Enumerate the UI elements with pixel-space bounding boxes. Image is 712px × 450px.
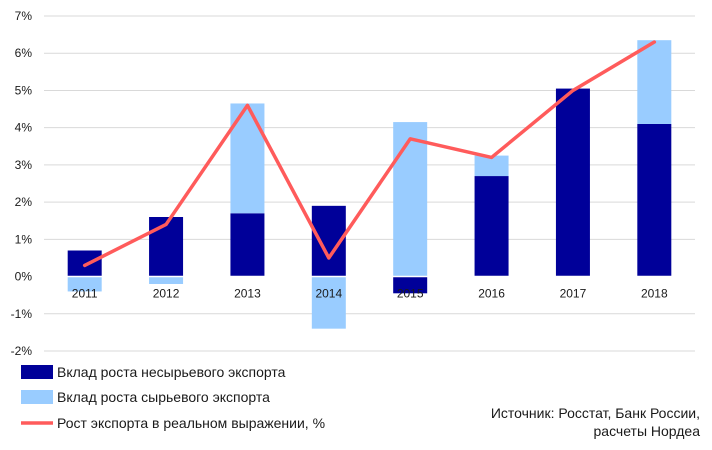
bar-segment xyxy=(149,276,184,284)
bar-segment xyxy=(67,276,102,292)
x-tick-label: 2011 xyxy=(72,287,98,301)
y-tick-label: 7% xyxy=(15,9,33,23)
y-tick-label: 6% xyxy=(15,46,33,60)
y-axis-tick-labels: -2% -1% 0% 1% 2% 3% 4% 5% 6% 7% xyxy=(11,9,33,358)
line-point xyxy=(490,155,494,159)
legend-swatch xyxy=(21,390,53,404)
line-series xyxy=(82,40,657,268)
line-point xyxy=(571,88,575,92)
y-tick-label: -2% xyxy=(11,344,33,358)
bar-series xyxy=(44,40,695,329)
bar-segment xyxy=(149,217,184,277)
x-tick-label: 2014 xyxy=(315,287,342,301)
x-tick-label: 2016 xyxy=(478,287,505,301)
legend-label: Вклад роста сырьевого экспорта xyxy=(57,389,270,405)
bar-segment xyxy=(230,213,265,277)
y-tick-label: 2% xyxy=(15,195,33,209)
x-tick-label: 2015 xyxy=(397,287,424,301)
y-tick-label: 0% xyxy=(15,270,33,284)
legend-label: Вклад роста несырьевого экспорта xyxy=(57,364,286,380)
y-tick-label: 5% xyxy=(15,83,33,97)
line-point xyxy=(245,103,249,107)
line-point xyxy=(164,222,168,226)
x-axis-tick-labels: 2011 2012 2013 2014 2015 2016 2017 2018 xyxy=(72,287,668,301)
legend-swatch xyxy=(21,365,53,379)
bar-segment xyxy=(393,122,428,277)
x-tick-label: 2013 xyxy=(234,287,261,301)
bar-segment xyxy=(474,155,509,177)
x-tick-label: 2012 xyxy=(153,287,180,301)
source-line-1: Источник: Росстат, Банк России, xyxy=(491,405,700,421)
source-line-2: расчеты Нордеа xyxy=(594,423,701,439)
y-tick-label: 1% xyxy=(15,232,33,246)
bar-segment xyxy=(393,276,428,294)
line-point xyxy=(652,40,656,44)
bar-segment xyxy=(474,176,509,277)
line-point xyxy=(83,263,87,267)
x-tick-label: 2017 xyxy=(560,287,587,301)
x-tick-label: 2018 xyxy=(641,287,668,301)
bar-segment xyxy=(555,88,590,277)
bar-segment xyxy=(637,123,672,277)
line-point xyxy=(408,137,412,141)
y-tick-label: 3% xyxy=(15,158,33,172)
bar-segment xyxy=(311,276,346,329)
legend-label: Рост экспорта в реальном выражении, % xyxy=(57,415,325,431)
y-tick-label: -1% xyxy=(11,307,33,321)
gridlines xyxy=(44,15,695,352)
y-tick-label: 4% xyxy=(15,121,33,135)
bar-segment xyxy=(637,40,672,124)
source-note: Источник: Росстат, Банк России, расчеты … xyxy=(491,405,700,439)
line-point xyxy=(327,256,331,260)
legend: Вклад роста несырьевого экспорта Вклад ро… xyxy=(21,364,325,431)
series-line xyxy=(82,40,657,268)
